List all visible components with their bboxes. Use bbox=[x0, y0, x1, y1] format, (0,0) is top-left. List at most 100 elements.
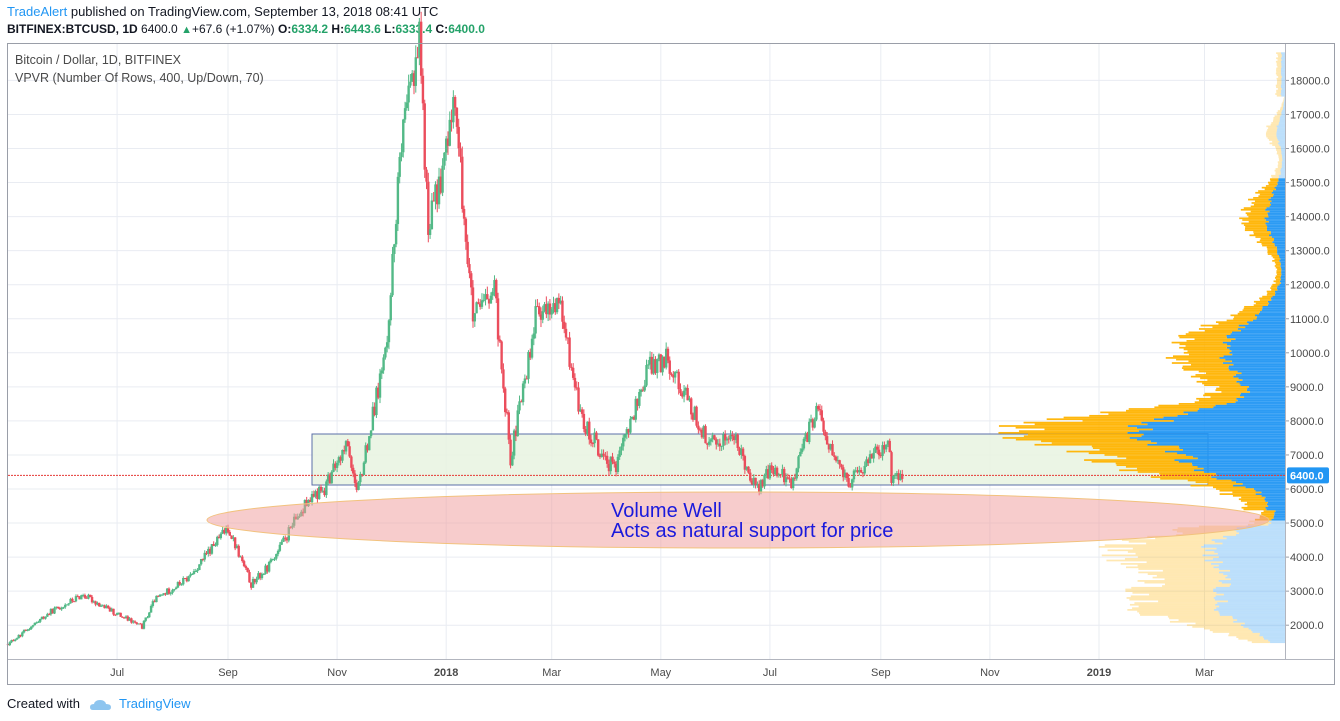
vp-up-bar bbox=[1252, 319, 1285, 322]
vp-up-bar bbox=[1280, 258, 1285, 261]
candle-body bbox=[56, 606, 60, 609]
candle-body bbox=[593, 432, 596, 444]
vp-up-bar bbox=[1273, 239, 1285, 242]
vp-up-bar bbox=[1185, 454, 1285, 456]
vp-down-bar bbox=[1277, 113, 1282, 116]
vp-down-bar bbox=[1164, 578, 1231, 581]
candle-body bbox=[468, 264, 471, 274]
vp-up-bar bbox=[1214, 551, 1285, 553]
candle-body bbox=[639, 389, 643, 392]
vp-down-bar bbox=[1127, 609, 1215, 611]
vp-down-bar bbox=[1237, 312, 1259, 315]
candle-body bbox=[709, 439, 713, 442]
vp-down-bar bbox=[1272, 140, 1280, 143]
vp-up-bar bbox=[1281, 166, 1285, 169]
candle-body bbox=[498, 339, 502, 342]
low-value: 6333.4 bbox=[395, 22, 433, 36]
vp-up-bar bbox=[1280, 168, 1285, 170]
vp-up-bar bbox=[1281, 89, 1285, 92]
candle-body bbox=[24, 629, 28, 631]
vp-up-bar bbox=[1216, 607, 1285, 610]
candle-body bbox=[754, 477, 757, 485]
vp-up-bar bbox=[1281, 113, 1285, 116]
vp-down-bar bbox=[1248, 215, 1269, 218]
candle-body bbox=[135, 622, 138, 624]
vp-down-bar bbox=[1269, 178, 1279, 180]
vp-up-bar bbox=[1276, 132, 1285, 135]
candle-body bbox=[532, 333, 536, 339]
candle-body bbox=[255, 578, 258, 583]
candle-body bbox=[158, 594, 162, 597]
vp-down-bar bbox=[1018, 430, 1139, 432]
vp-up-bar bbox=[1222, 542, 1285, 545]
vp-up-bar bbox=[1281, 88, 1285, 90]
vp-up-bar bbox=[1230, 333, 1285, 335]
vp-down-bar bbox=[1204, 392, 1241, 395]
candle-body bbox=[820, 410, 823, 421]
candle-body bbox=[128, 618, 131, 621]
candle-body bbox=[697, 425, 700, 430]
vp-up-bar bbox=[1221, 581, 1285, 584]
candle-body bbox=[850, 479, 854, 488]
vp-down-bar bbox=[1135, 552, 1218, 555]
candle-body bbox=[40, 616, 44, 619]
candle-body bbox=[357, 482, 360, 490]
candle-body bbox=[189, 574, 192, 577]
vp-up-bar bbox=[1266, 207, 1285, 209]
candle-body bbox=[233, 537, 237, 549]
vp-down-bar bbox=[1273, 118, 1280, 121]
price-tick-label: 17000.0 bbox=[1290, 109, 1330, 121]
price-tick-label: 2000.0 bbox=[1290, 620, 1324, 632]
candle-body bbox=[842, 467, 845, 478]
vp-up-bar bbox=[1276, 287, 1285, 289]
candle-body bbox=[271, 559, 274, 561]
created-with-text: Created with bbox=[7, 696, 80, 711]
price-axis[interactable]: 2000.0 3000.0 4000.0 5000.0 6000.0 7000.0 8000… bbox=[1285, 75, 1330, 632]
vp-up-bar bbox=[1226, 343, 1285, 346]
candle-body bbox=[883, 445, 886, 450]
candle-body bbox=[580, 409, 584, 414]
vp-down-bar bbox=[1275, 60, 1281, 63]
vp-up-bar bbox=[1216, 547, 1285, 550]
vp-down-bar bbox=[1002, 437, 1130, 439]
candle-body bbox=[276, 550, 280, 555]
vp-up-bar bbox=[1215, 472, 1285, 475]
candle-body bbox=[378, 373, 382, 398]
vp-down-bar bbox=[1276, 273, 1282, 276]
vp-down-bar bbox=[1088, 452, 1178, 455]
candle-body bbox=[561, 300, 564, 322]
candle-body bbox=[852, 470, 856, 480]
vp-down-bar bbox=[1195, 481, 1236, 484]
vp-up-bar bbox=[1237, 370, 1285, 373]
vp-down-bar bbox=[1260, 237, 1275, 240]
candle-body bbox=[759, 480, 763, 492]
vp-down-bar bbox=[1242, 219, 1266, 221]
vp-down-bar bbox=[1125, 588, 1214, 591]
vp-down-bar bbox=[1185, 333, 1231, 335]
candle-body bbox=[893, 474, 897, 476]
author-link[interactable]: TradeAlert bbox=[7, 4, 68, 19]
candle-body bbox=[412, 73, 416, 86]
vp-up-bar bbox=[1235, 338, 1285, 341]
vp-down-bar bbox=[1276, 81, 1282, 83]
vp-down-bar bbox=[1159, 472, 1216, 475]
vp-down-bar bbox=[1251, 641, 1271, 644]
candle-body bbox=[427, 181, 430, 235]
vp-down-bar bbox=[1210, 396, 1245, 398]
tradingview-link[interactable]: TradingView bbox=[119, 696, 191, 711]
vp-up-bar bbox=[1218, 556, 1285, 558]
vp-down-bar bbox=[1266, 130, 1277, 133]
candle-body bbox=[160, 594, 164, 596]
candle-body bbox=[611, 456, 614, 462]
candle-body bbox=[604, 455, 607, 457]
candle-body bbox=[602, 453, 605, 456]
vp-down-bar bbox=[1251, 202, 1270, 204]
vp-down-bar bbox=[1196, 397, 1237, 400]
vp-down-bar bbox=[1107, 549, 1206, 552]
candle-body bbox=[711, 435, 714, 440]
candle-body bbox=[666, 348, 670, 361]
time-axis[interactable]: Jul Sep Nov 2018 Mar May Jul Sep Nov 2019 Mar bbox=[110, 667, 1214, 679]
vp-down-bar bbox=[1274, 277, 1281, 279]
vp-down-bar bbox=[1277, 54, 1282, 56]
